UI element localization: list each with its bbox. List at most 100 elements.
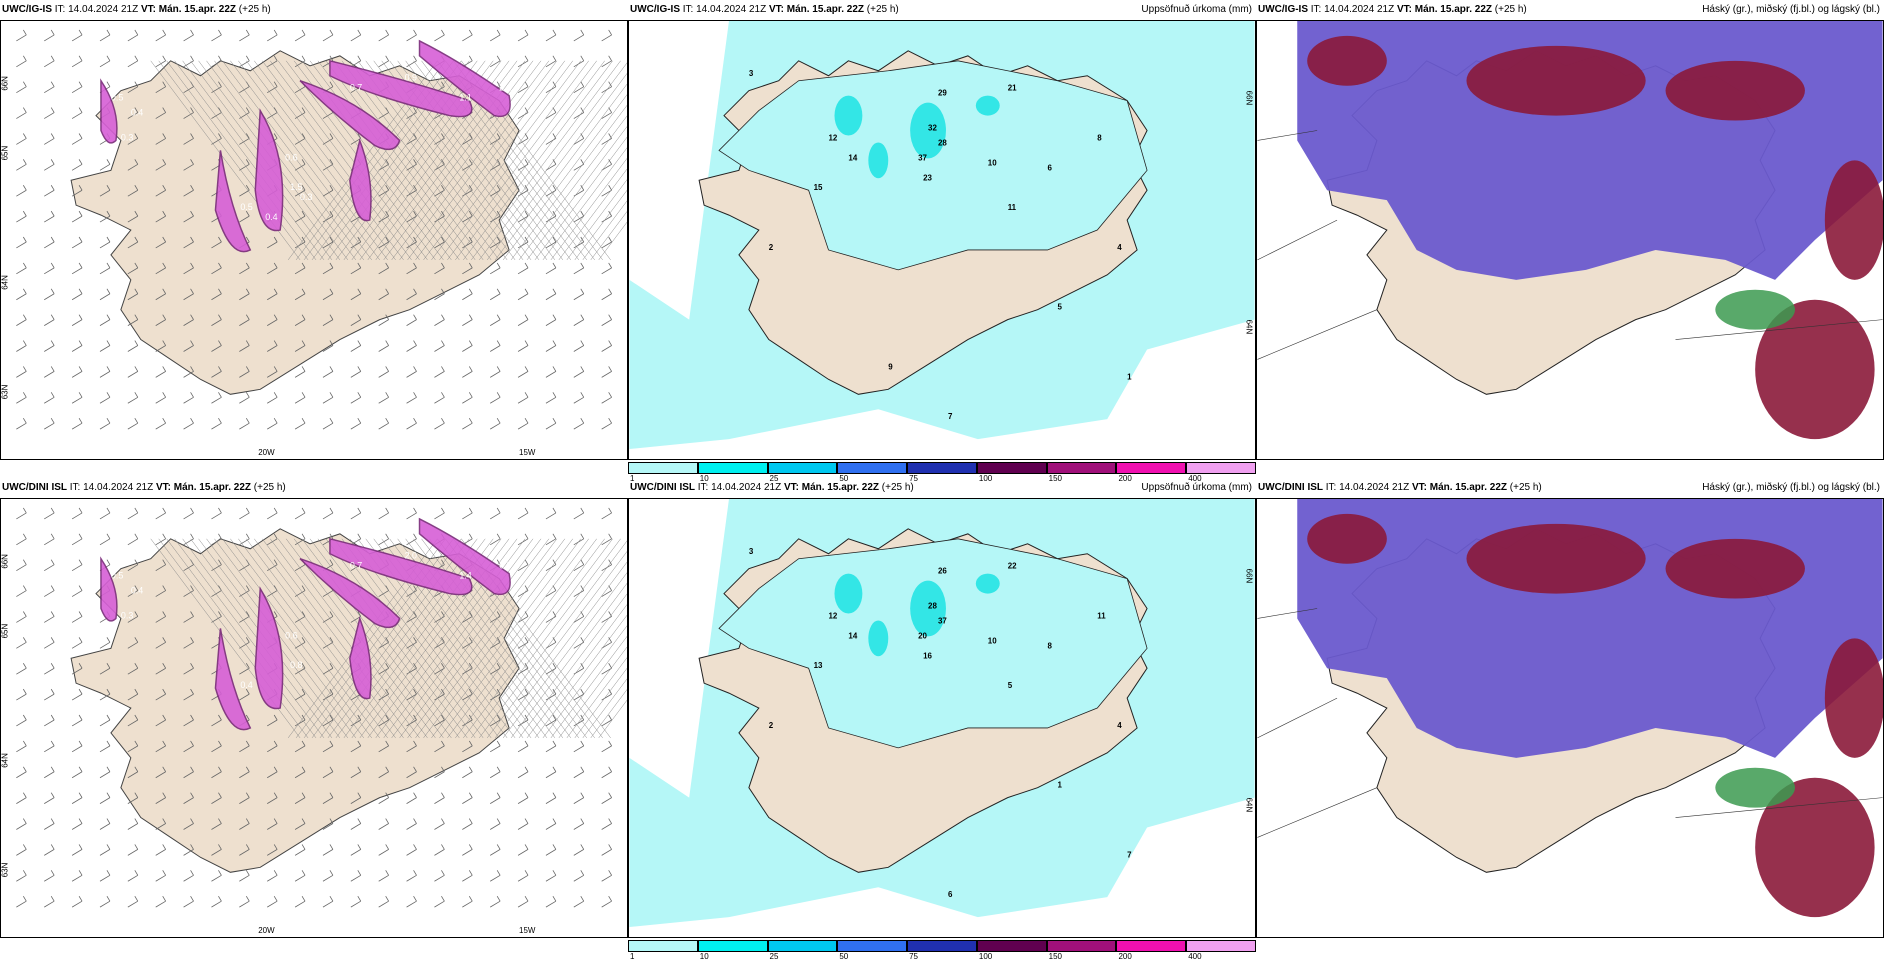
hatch-line: [325, 60, 476, 261]
wind-barb: [434, 29, 445, 42]
precip-streak: [329, 537, 473, 596]
precip-value: 15: [814, 183, 823, 192]
grid-lines: [1257, 130, 1883, 360]
wind-barb: [322, 895, 334, 908]
wind-barb: [545, 236, 557, 249]
wind-barb: [16, 585, 27, 597]
legend-swatch: [976, 940, 1047, 952]
wind-barb: [545, 288, 557, 301]
wind-barb: [155, 844, 167, 856]
wind-barb: [378, 637, 390, 649]
wind-barb: [601, 107, 612, 119]
map-cloud[interactable]: [1256, 20, 1884, 460]
wind-barb: [44, 288, 55, 301]
wind-barb: [378, 392, 390, 404]
wind-barb: [378, 159, 390, 171]
wind-barb: [71, 585, 83, 597]
wind-barb: [44, 159, 55, 171]
wind-barb: [294, 792, 306, 804]
legend-swatch: [837, 462, 908, 474]
wind-barb: [294, 637, 306, 649]
wind-barb: [127, 236, 139, 249]
wind-barb: [322, 637, 334, 649]
wind-barb: [16, 533, 27, 546]
wind-barb: [294, 288, 306, 301]
legend-label: 75: [909, 474, 919, 483]
wind-barb: [406, 507, 417, 520]
panel-title: Háský (gr.), miðský (fj.bl.) og lágský (…: [1702, 4, 1880, 15]
wind-barb: [294, 366, 306, 378]
wind-barb: [406, 340, 417, 352]
wind-barb: [545, 507, 557, 520]
wind-barb: [378, 844, 390, 856]
wind-barb: [573, 340, 585, 352]
wind-barb: [294, 611, 306, 623]
hatch-line: [246, 60, 396, 261]
wind-barb: [155, 236, 167, 249]
wind-barb: [350, 288, 362, 301]
wind-barb: [294, 740, 306, 753]
legend-swatch: [976, 462, 1047, 474]
wind-barb: [434, 870, 445, 882]
wind-barb: [517, 340, 529, 352]
hatch-line: [230, 60, 380, 261]
mid-cloud: [1824, 160, 1883, 280]
wind-barb: [211, 870, 222, 882]
hatch-line: [254, 60, 404, 261]
wind-barb: [406, 792, 417, 804]
wind-barb: [267, 766, 278, 779]
wind-barb: [267, 392, 278, 404]
wind-barb: [378, 29, 390, 42]
map-wind[interactable]: 0.5 0.4 0.3 0.6 0.8 0.7 2.0 1.4 0.5 0.4 66N 65N 64N 6…: [0, 498, 628, 938]
wind-barb: [545, 688, 557, 701]
map-precip[interactable]: 3 29 21 32 28 37 23 14 15 12 10 6 8 11 4 2 5 1 7 9 66N 64N: [628, 20, 1256, 460]
wind-barb: [294, 340, 306, 352]
precip-streak: [299, 558, 401, 629]
wind-barb: [267, 844, 278, 856]
precip-value: 2.1: [499, 83, 511, 93]
wind-barb: [155, 417, 167, 430]
legend-label: 50: [839, 474, 849, 483]
wind-barb: [489, 533, 501, 546]
precip-value: 0.3: [121, 132, 133, 142]
wind-barb: [322, 236, 334, 249]
wind-barb: [601, 210, 612, 223]
wind-barb: [489, 895, 501, 908]
wind-barb: [99, 637, 111, 649]
precip-value: 0.3: [121, 610, 133, 620]
wind-barb: [489, 340, 501, 352]
wind-barb: [350, 392, 362, 404]
wind-barb: [434, 740, 445, 753]
wind-barb: [99, 533, 111, 546]
wind-barb: [406, 262, 417, 275]
wind-barb: [573, 262, 585, 275]
map-cloud[interactable]: [1256, 498, 1884, 938]
panel-dini-precip: UWC/DINI ISL IT: 14.04.2024 21Z VT: Mán.…: [628, 478, 1256, 961]
wind-barb: [267, 792, 278, 804]
wind-barb: [517, 688, 529, 701]
precip-field: [718, 60, 1148, 271]
wind-barb: [545, 29, 557, 42]
wind-barb: [127, 688, 139, 701]
wind-barb: [71, 611, 83, 623]
precip-core: [975, 573, 1000, 594]
map-wind[interactable]: 0.5 0.4 0.3 0.6 1.5 0.7 0.9 1.1 2.1 0.5 0.4 0.3 66N 6…: [0, 20, 628, 460]
wind-barb: [155, 185, 167, 197]
legend-label: 10: [699, 474, 709, 483]
wind-barb: [462, 507, 473, 520]
wind-barb: [16, 818, 27, 830]
wind-barb: [406, 366, 417, 378]
wind-barb: [44, 55, 55, 68]
wind-barb: [489, 133, 501, 145]
wind-barb: [127, 159, 139, 171]
wind-barb: [434, 637, 445, 649]
wind-barb: [462, 688, 473, 701]
map-precip[interactable]: 3 26 22 28 37 20 16 14 13 12 10 8 11 5 4 2 1 7 6 66N 64N: [628, 498, 1256, 938]
wind-barb: [155, 766, 167, 779]
wind-barb: [378, 236, 390, 249]
hatch-line: [415, 538, 566, 739]
hatch-line: [550, 158, 627, 261]
wind-barb: [517, 818, 529, 830]
wind-barb: [71, 288, 83, 301]
wind-barb: [462, 870, 473, 882]
